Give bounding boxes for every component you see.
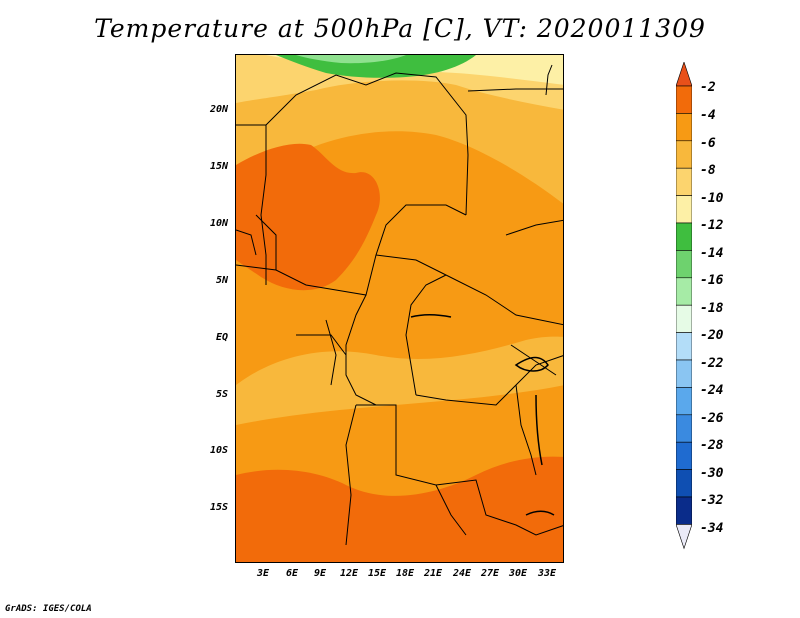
colorbar-segment — [676, 222, 692, 251]
colorbar-bottom-arrow — [676, 524, 692, 550]
lakes — [410, 313, 555, 516]
lat-label-5s: 5S — [215, 389, 228, 400]
colorbar-segment — [676, 250, 692, 279]
warm-core-west — [236, 143, 380, 291]
colorbar-label-m12: -12 — [700, 218, 724, 233]
lon-label-30e: 30E — [508, 568, 528, 579]
light-green-cold-area-north — [296, 55, 406, 64]
colorbar-label-m30: -30 — [700, 466, 724, 481]
colorbar-label-m20: -20 — [700, 328, 724, 343]
temperature-map — [235, 54, 564, 563]
colorbar — [676, 62, 692, 550]
lon-label-3e: 3E — [256, 568, 270, 579]
colorbar-label-m14: -14 — [700, 246, 724, 261]
colorbar-segment — [676, 441, 692, 470]
colorbar-label-m22: -22 — [700, 356, 724, 371]
lon-label-9e: 9E — [313, 568, 327, 579]
colorbar-segment — [676, 195, 692, 224]
lat-label-15s: 15S — [209, 502, 228, 513]
lon-label-21e: 21E — [423, 568, 443, 579]
colorbar-label-m34: -34 — [700, 521, 724, 536]
colorbar-label-m2: -2 — [700, 80, 716, 95]
light-orange-band-equator — [236, 336, 563, 425]
lon-label-12e: 12E — [339, 568, 359, 579]
colorbar-label-m24: -24 — [700, 383, 724, 398]
colorbar-segment — [676, 85, 692, 114]
country-borders — [236, 64, 563, 546]
colorbar-segment — [676, 359, 692, 388]
colorbar-label-m16: -16 — [700, 273, 724, 288]
colorbar-segment — [676, 496, 692, 525]
colorbar-segment — [676, 167, 692, 196]
colorbar-segment — [676, 414, 692, 443]
colorbar-segment — [676, 387, 692, 416]
colorbar-label-m4: -4 — [700, 108, 716, 123]
colorbar-label-m8: -8 — [700, 163, 716, 178]
lon-label-6e: 6E — [285, 568, 299, 579]
colorbar-label-m32: -32 — [700, 493, 724, 508]
colorbar-label-m18: -18 — [700, 301, 724, 316]
temperature-field — [236, 55, 563, 562]
colorbar-segment — [676, 304, 692, 333]
colorbar-label-m10: -10 — [700, 191, 724, 206]
warm-core-south — [236, 456, 563, 562]
colorbar-label-m28: -28 — [700, 438, 724, 453]
colorbar-segment — [676, 140, 692, 169]
colorbar-label-m6: -6 — [700, 136, 716, 151]
colorbar-label-m26: -26 — [700, 411, 724, 426]
map-title: Temperature at 500hPa [C], VT: 202001130… — [94, 14, 706, 43]
lon-label-18e: 18E — [395, 568, 415, 579]
lat-label-20n: 20N — [209, 104, 228, 115]
lat-label-10n: 10N — [209, 218, 228, 229]
colorbar-segment — [676, 469, 692, 498]
lon-label-15e: 15E — [367, 568, 387, 579]
lat-label-5n: 5N — [215, 275, 228, 286]
lat-label-10s: 10S — [209, 445, 228, 456]
lon-label-27e: 27E — [480, 568, 500, 579]
colorbar-segment — [676, 277, 692, 306]
colorbar-segment — [676, 332, 692, 361]
lon-label-24e: 24E — [452, 568, 472, 579]
lat-label-eq: EQ — [215, 332, 228, 343]
colorbar-top-arrow — [676, 62, 692, 87]
lon-label-33e: 33E — [537, 568, 557, 579]
grads-credit: GrADS: IGES/COLA — [5, 604, 92, 614]
colorbar-segment — [676, 113, 692, 142]
lat-label-15n: 15N — [209, 161, 228, 172]
